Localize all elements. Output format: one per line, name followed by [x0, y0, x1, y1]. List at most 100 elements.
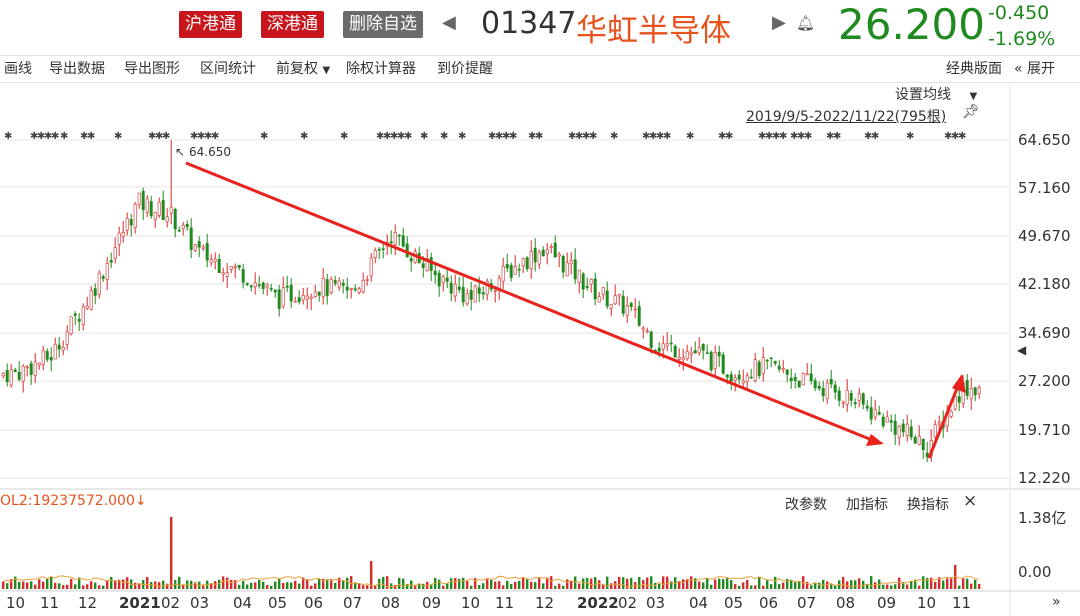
remove-watchlist-button[interactable]: 删除自选 — [343, 11, 423, 38]
x-axis-label: 11 — [495, 594, 515, 612]
forward-adjust-dropdown[interactable]: 前复权 ▼ — [276, 56, 330, 84]
candle-body — [133, 204, 137, 228]
volume-bar — [26, 582, 29, 589]
volume-bar — [566, 579, 569, 589]
volume-bar — [166, 583, 169, 589]
ex-rights-calc-button[interactable]: 除权计算器 — [346, 61, 416, 77]
price-chart[interactable]: ✱ ✱✱✱✱ ✱ ✱✱ ✱ ✱✱✱ ✱✱✱✱ ✱ ✱ ✱ ✱✱✱✱✱ ✱ ✱ ✱ ✱✱✱✱ ✱✱ ✱✱✱✱ ✱ ✱✱… — [0, 82, 1080, 616]
scroll-right-icon[interactable]: » — [1052, 594, 1061, 610]
next-stock-icon[interactable]: ▶ — [772, 12, 786, 33]
event-marker: ✱ — [951, 131, 959, 142]
volume-bar — [10, 579, 13, 589]
range-stats-button[interactable]: 区间统计 — [200, 61, 256, 77]
volume-bar — [718, 578, 721, 589]
trend-down-arrow — [185, 161, 884, 446]
volume-bar — [382, 576, 385, 589]
candle-body — [73, 313, 77, 316]
volume-bar — [974, 579, 977, 589]
candle-body — [301, 295, 305, 301]
candle-body — [509, 264, 513, 278]
candle-body — [257, 284, 261, 287]
prev-stock-icon[interactable]: ◀ — [442, 12, 456, 33]
candle-body — [45, 351, 49, 360]
candle-body — [201, 246, 205, 249]
event-marker: ✱ — [340, 131, 348, 142]
candle-body — [909, 426, 913, 438]
export-chart-button[interactable]: 导出图形 — [124, 61, 180, 77]
candle-body — [205, 243, 209, 261]
candle-body — [473, 285, 477, 303]
candle-body — [477, 287, 481, 294]
candle-body — [889, 420, 893, 423]
hk-connect-sz-badge[interactable]: 深港通 — [261, 11, 324, 38]
volume-bar — [738, 585, 741, 589]
candle-body — [597, 296, 601, 303]
candle-body — [521, 258, 525, 267]
candle-body — [661, 343, 665, 350]
export-data-button[interactable]: 导出数据 — [49, 61, 105, 77]
candle-body — [453, 284, 457, 297]
x-axis-label: 11 — [952, 594, 972, 612]
candle-body — [365, 279, 369, 281]
candle-body — [357, 288, 361, 293]
close-icon[interactable]: × — [963, 491, 978, 511]
volume-bar — [306, 579, 309, 589]
volume-bar — [918, 585, 921, 589]
add-indicator-button[interactable]: 加指标 — [846, 497, 888, 513]
classic-layout-button[interactable]: 经典版面 — [946, 61, 1002, 77]
event-marker: ✱ — [114, 131, 122, 142]
event-marker: ✱ — [589, 131, 597, 142]
switch-indicator-button[interactable]: 换指标 — [907, 497, 949, 513]
draw-line-button[interactable]: 画线 — [4, 61, 32, 77]
candle-body — [105, 263, 109, 280]
ma-setting-dropdown[interactable]: 设置均线 ▼ — [895, 84, 977, 104]
candle-body — [785, 369, 789, 375]
x-axis-label: 09 — [422, 594, 442, 612]
volume-bar — [226, 577, 229, 589]
candle-body — [345, 286, 349, 291]
volume-bar — [574, 576, 577, 589]
volume-bar — [870, 576, 873, 589]
volume-bar — [494, 581, 497, 589]
volume-bar — [70, 578, 73, 589]
candle-body — [741, 380, 745, 384]
volume-bar — [914, 579, 917, 589]
volume-bar — [862, 580, 865, 589]
volume-bar — [670, 581, 673, 589]
event-marker: ✱ — [906, 131, 914, 142]
volume-bar — [598, 580, 601, 589]
expand-button[interactable]: « 展开 — [1014, 56, 1055, 82]
candle-body — [813, 380, 817, 389]
price-alert-button[interactable]: 到价提醒 — [437, 61, 493, 77]
volume-bar — [74, 584, 77, 589]
candle-body — [249, 285, 253, 288]
candle-body — [41, 350, 45, 365]
volume-bar — [934, 581, 937, 589]
bell-icon[interactable]: 🔔︎ — [796, 14, 816, 32]
candle-body — [333, 280, 337, 284]
candle-body — [237, 264, 241, 268]
volume-bar — [542, 583, 545, 589]
volume-bar — [798, 581, 801, 589]
candle-body — [141, 190, 145, 210]
pin-icon[interactable]: 📌︎ — [962, 104, 980, 120]
candle-body — [749, 376, 753, 379]
candle-body — [585, 285, 589, 288]
candle-body — [469, 290, 473, 300]
volume-bar — [466, 581, 469, 589]
candle-body — [97, 272, 101, 295]
date-range-label[interactable]: 2019/9/5-2022/11/22(795根) — [746, 109, 947, 125]
volume-bar — [958, 585, 961, 589]
volume-bar — [358, 583, 361, 589]
x-axis-label: 04 — [233, 594, 253, 612]
candle-body — [33, 361, 37, 376]
volume-bar — [18, 581, 21, 589]
candle-body — [569, 260, 573, 265]
volume-bar — [374, 585, 377, 589]
candle-body — [261, 282, 265, 289]
volume-bar — [742, 582, 745, 589]
candle-body — [689, 351, 693, 355]
volume-bar — [754, 585, 757, 589]
hk-connect-sh-badge[interactable]: 沪港通 — [179, 11, 242, 38]
edit-params-button[interactable]: 改参数 — [785, 497, 827, 513]
